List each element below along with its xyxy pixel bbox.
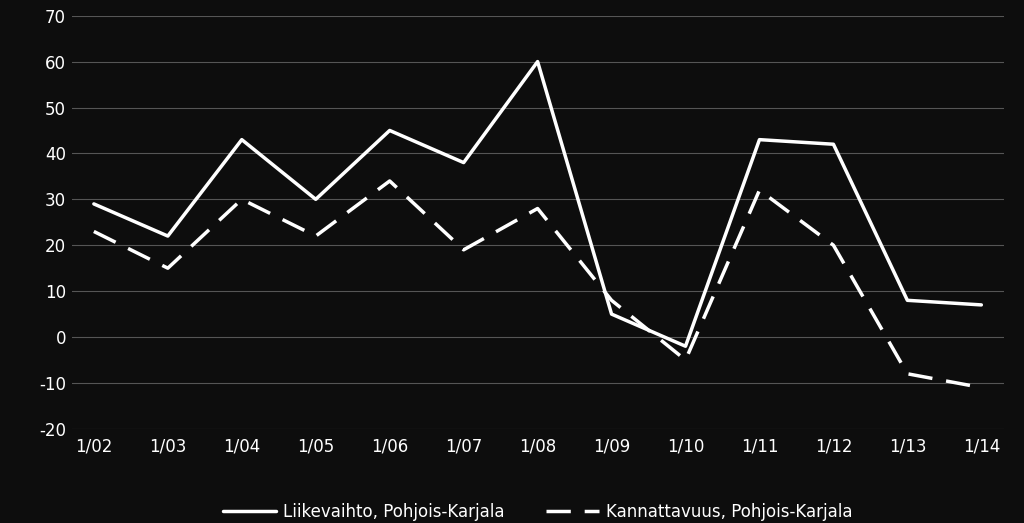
Liikevaihto, Pohjois-Karjala — [975, 302, 987, 308]
Line: Kannattavuus, Pohjois-Karjala: Kannattavuus, Pohjois-Karjala — [94, 181, 981, 388]
Liikevaihto, Pohjois-Karjala — [384, 127, 396, 133]
Liikevaihto, Pohjois-Karjala — [679, 343, 691, 349]
Legend: Liikevaihto, Pohjois-Karjala, Kannattavuus, Pohjois-Karjala: Liikevaihto, Pohjois-Karjala, Kannattavu… — [216, 497, 859, 523]
Liikevaihto, Pohjois-Karjala — [901, 297, 913, 303]
Liikevaihto, Pohjois-Karjala — [754, 137, 766, 143]
Kannattavuus, Pohjois-Karjala — [88, 229, 100, 235]
Kannattavuus, Pohjois-Karjala — [605, 297, 617, 303]
Kannattavuus, Pohjois-Karjala — [827, 242, 840, 248]
Liikevaihto, Pohjois-Karjala — [458, 160, 470, 166]
Liikevaihto, Pohjois-Karjala — [162, 233, 174, 239]
Kannattavuus, Pohjois-Karjala — [162, 265, 174, 271]
Kannattavuus, Pohjois-Karjala — [309, 233, 322, 239]
Liikevaihto, Pohjois-Karjala — [236, 137, 248, 143]
Kannattavuus, Pohjois-Karjala — [754, 187, 766, 194]
Kannattavuus, Pohjois-Karjala — [531, 206, 544, 212]
Kannattavuus, Pohjois-Karjala — [901, 371, 913, 377]
Liikevaihto, Pohjois-Karjala — [531, 59, 544, 65]
Kannattavuus, Pohjois-Karjala — [975, 384, 987, 391]
Kannattavuus, Pohjois-Karjala — [458, 247, 470, 253]
Liikevaihto, Pohjois-Karjala — [605, 311, 617, 317]
Kannattavuus, Pohjois-Karjala — [384, 178, 396, 184]
Kannattavuus, Pohjois-Karjala — [236, 196, 248, 202]
Line: Liikevaihto, Pohjois-Karjala: Liikevaihto, Pohjois-Karjala — [94, 62, 981, 346]
Liikevaihto, Pohjois-Karjala — [309, 196, 322, 202]
Kannattavuus, Pohjois-Karjala — [679, 357, 691, 363]
Liikevaihto, Pohjois-Karjala — [88, 201, 100, 207]
Liikevaihto, Pohjois-Karjala — [827, 141, 840, 147]
